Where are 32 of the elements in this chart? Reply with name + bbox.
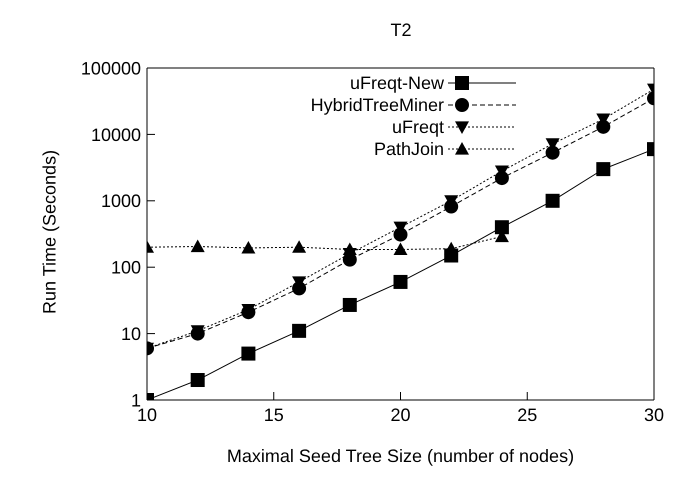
x-tick-label: 25	[517, 404, 538, 425]
point	[190, 240, 205, 252]
point	[394, 242, 408, 256]
point	[292, 240, 306, 253]
legend-label: PathJoin	[374, 138, 444, 160]
y-tick-label: 10	[120, 324, 141, 344]
point	[342, 298, 357, 312]
point	[394, 274, 408, 289]
x-tick-label: 20	[390, 404, 411, 425]
point	[546, 194, 560, 208]
point	[292, 324, 306, 338]
point	[241, 240, 256, 254]
point	[444, 242, 458, 254]
point	[494, 220, 509, 234]
chart-title: T2	[389, 20, 412, 41]
x-tick-label: 15	[264, 404, 284, 425]
point	[190, 373, 205, 388]
y-tick-label: 1000	[100, 191, 141, 212]
y-tick-label: 10000	[90, 124, 141, 145]
point	[342, 242, 357, 256]
x-axis-title: Maximal Seed Tree Size (number of nodes)	[226, 446, 574, 466]
legend-label: HybridTreeMiner	[310, 94, 444, 116]
y-axis-title: Run Time (Seconds)	[39, 150, 60, 314]
y-tick-label: 1	[130, 390, 141, 410]
point	[596, 162, 610, 176]
point	[241, 346, 256, 361]
x-tick-label: 30	[644, 404, 664, 425]
point	[546, 146, 560, 160]
y-tick-label: 100	[110, 258, 141, 278]
legend-label: uFreqt	[392, 116, 444, 138]
y-tick-label: 100000	[80, 58, 141, 78]
legend-label: uFreqt-New	[350, 72, 444, 94]
